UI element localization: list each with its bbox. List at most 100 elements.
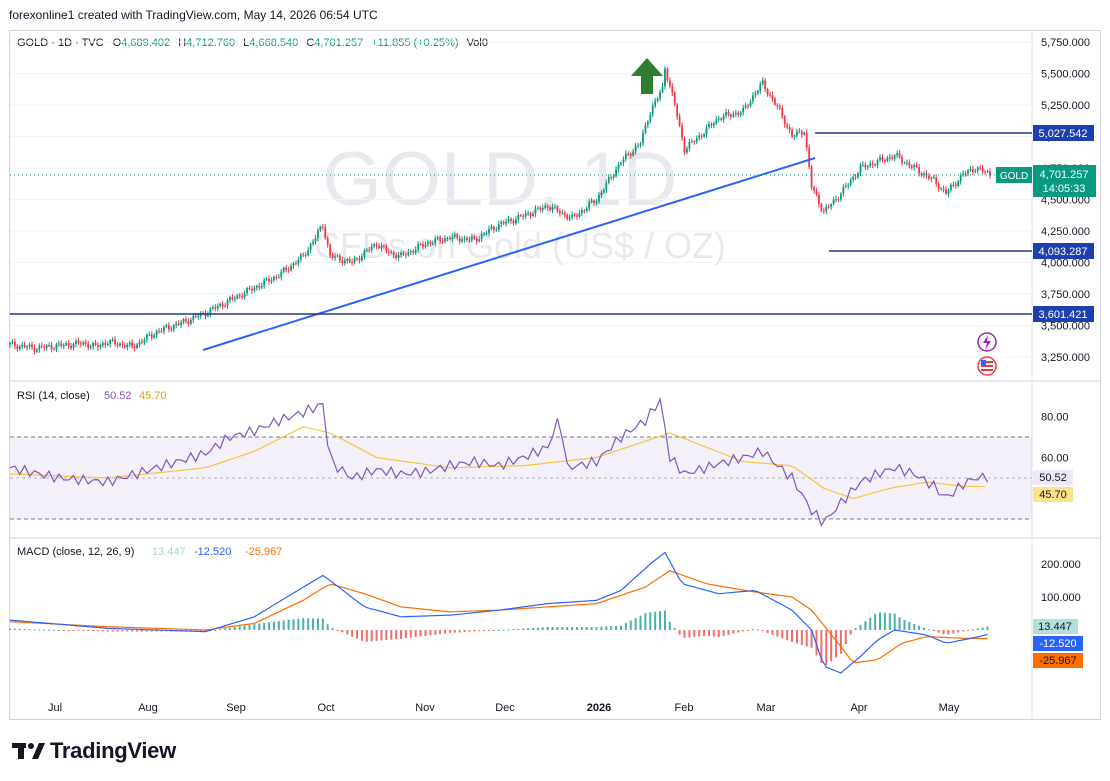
candle-body xyxy=(935,177,938,185)
candle-body xyxy=(268,278,270,282)
macd-value-tag: -12.520 xyxy=(1033,636,1083,651)
candle-body xyxy=(79,343,82,345)
candle-body xyxy=(170,329,173,331)
macd-hist-bar xyxy=(106,630,109,632)
candle-body xyxy=(637,145,639,147)
chart-frame[interactable] xyxy=(9,30,1101,720)
candle-body xyxy=(529,213,532,217)
trendline[interactable] xyxy=(202,157,816,351)
candle-body xyxy=(31,344,33,348)
macd-hist-bar xyxy=(292,619,295,630)
candle-body xyxy=(221,303,224,307)
candle-body xyxy=(111,339,114,341)
candle-body xyxy=(150,334,153,338)
macd-hist-bar xyxy=(268,622,271,630)
candle-body xyxy=(849,179,852,185)
macd-hist-legend-value: 13.447 xyxy=(152,546,186,558)
candle-body xyxy=(558,210,561,214)
level-label-3601: 3,601.421 xyxy=(1039,309,1088,321)
candle-body xyxy=(128,342,131,345)
candle-body xyxy=(101,343,104,346)
candle-body xyxy=(818,194,820,205)
macd-hist-bar xyxy=(321,618,324,630)
candle-body xyxy=(612,176,615,178)
signal-value-label: -25.967 xyxy=(1039,655,1076,667)
macd-hist-bar xyxy=(238,626,241,630)
candle-body xyxy=(971,168,974,173)
candle-body xyxy=(297,259,300,264)
macd-hist-bar xyxy=(771,630,774,635)
candle-body xyxy=(730,114,732,117)
macd-hist-bar xyxy=(600,626,603,630)
price-axis-label: 3,250.000 xyxy=(1041,352,1090,364)
candle-body xyxy=(182,319,185,323)
candle-body xyxy=(304,255,307,257)
macd-hist-bar xyxy=(932,630,935,632)
macd-hist-bar xyxy=(126,630,129,632)
macd-hist-bar xyxy=(272,621,275,630)
candle-body xyxy=(664,68,666,87)
candle-body xyxy=(439,237,442,241)
time-axis-label: Sep xyxy=(226,702,246,714)
macd-hist-bar xyxy=(517,628,520,630)
candle-body xyxy=(967,170,969,174)
candle-body xyxy=(617,164,620,170)
macd-hist-bar xyxy=(400,630,403,639)
candle-body xyxy=(238,295,241,297)
candle-body xyxy=(209,308,212,314)
candle-body xyxy=(368,249,371,251)
macd-hist-bar xyxy=(722,630,725,636)
rsi-ma-legend-value: 45.70 xyxy=(139,390,167,402)
candle-body xyxy=(321,226,324,228)
candle-body xyxy=(385,246,388,252)
candle-body xyxy=(436,237,439,239)
candle-body xyxy=(639,143,642,146)
candle-body xyxy=(65,343,68,345)
macd-hist-bar xyxy=(874,614,877,630)
candle-body xyxy=(622,159,625,163)
candle-body xyxy=(583,210,586,212)
price-axis-label: 5,500.000 xyxy=(1041,69,1090,81)
candle-body xyxy=(913,165,916,168)
candle-body xyxy=(837,199,840,201)
candle-body xyxy=(35,349,38,352)
candle-body xyxy=(417,243,420,250)
macd-axis-label: 200.000 xyxy=(1041,559,1081,571)
candle-body xyxy=(598,195,600,202)
macd-hist-bar xyxy=(18,628,21,630)
candle-body xyxy=(429,242,432,244)
candle-body xyxy=(275,276,278,278)
us-flag-icon[interactable] xyxy=(977,356,997,376)
candle-body xyxy=(449,237,451,240)
candle-body xyxy=(527,213,530,215)
macd-hist-bar xyxy=(619,625,622,630)
candle-body xyxy=(820,204,823,211)
macd-hist-bar xyxy=(409,630,412,638)
candle-body xyxy=(734,112,737,114)
candle-body xyxy=(145,334,148,340)
tradingview-logo[interactable]: TradingView xyxy=(12,738,176,764)
macd-hist-bar xyxy=(536,627,539,630)
candle-body xyxy=(407,251,410,256)
macd-hist-bar xyxy=(654,611,657,630)
candle-body xyxy=(884,160,886,162)
up-arrow-icon[interactable] xyxy=(631,58,663,94)
candle-body xyxy=(524,213,527,217)
macd-hist-bar xyxy=(962,630,965,632)
candle-body xyxy=(539,207,542,210)
macd-hist-bar xyxy=(444,630,447,634)
candle-body xyxy=(942,188,945,190)
macd-hist-bar xyxy=(756,629,759,631)
candle-body xyxy=(243,293,246,298)
lightning-icon[interactable] xyxy=(977,332,997,352)
candle-body xyxy=(187,321,190,324)
candle-body xyxy=(175,323,178,326)
candle-body xyxy=(123,345,126,348)
candle-body xyxy=(185,319,187,322)
macd-hist-bar xyxy=(82,630,85,631)
candle-body xyxy=(595,201,598,204)
symbol-label: GOLD · 1D · TVC xyxy=(17,37,104,49)
candle-body xyxy=(207,313,209,317)
candle-body xyxy=(427,242,429,245)
